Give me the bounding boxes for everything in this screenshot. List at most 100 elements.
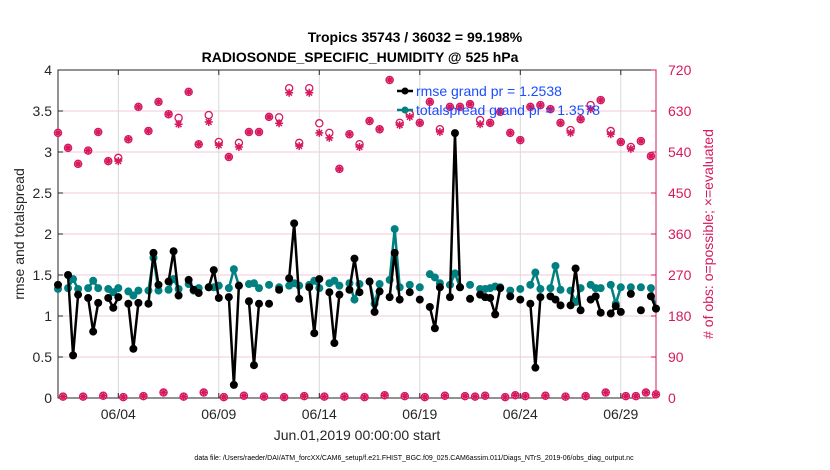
totalspread-point: [551, 261, 560, 270]
right-axis-ticks: 0 90 180 270 360 450 540 630 720: [651, 62, 692, 406]
obs-evaluated-marker: [601, 388, 610, 397]
obs-evaluated-marker: [521, 392, 530, 401]
obs-evaluated-marker: [586, 105, 595, 114]
totalspread-point: [546, 284, 555, 293]
rmse-point: [506, 292, 515, 301]
rmse-point: [325, 288, 334, 297]
obs-evaluated-marker: [546, 105, 555, 114]
rmse-point: [390, 248, 399, 257]
right-tick-label: 270: [668, 267, 692, 283]
right-tick-label: 360: [668, 226, 692, 242]
rmse-point: [169, 247, 178, 256]
totalspread-point: [129, 291, 138, 300]
rmse-point: [94, 298, 103, 307]
y-axis-right-label: # of obs: o=possible; ×=evaluated: [700, 129, 716, 339]
rmse-point: [209, 266, 218, 275]
obs-evaluated-marker: [74, 159, 83, 168]
obs-evaluated-marker: [385, 76, 394, 85]
totalspread-point: [84, 284, 93, 293]
obs-evaluated-marker: [581, 392, 590, 401]
totalspread-point: [94, 284, 103, 293]
obs-evaluated-marker: [566, 128, 575, 137]
rmse-point: [576, 306, 585, 315]
rmse-point: [305, 283, 314, 292]
obs-evaluated-marker: [295, 142, 304, 151]
rmse-point: [124, 299, 133, 308]
obs-evaluated-marker: [179, 392, 188, 401]
obs-evaluated-marker: [355, 142, 364, 151]
obs-evaluated-marker: [305, 88, 314, 97]
obs-evaluated-marker: [631, 392, 640, 401]
obs-evaluated-marker: [461, 392, 470, 401]
left-axis-ticks: 0 0.5 1 1.5 2 2.5 3 3.5 4: [33, 62, 63, 406]
totalspread-point: [375, 280, 384, 289]
obs-evaluated-marker: [244, 127, 253, 136]
totalspread-point: [626, 283, 635, 292]
obs-evaluated-marker: [345, 130, 354, 139]
rmse-point: [365, 277, 374, 286]
obs-evaluated-marker: [606, 130, 615, 139]
left-tick-label: 1: [44, 308, 52, 324]
totalspread-point: [616, 283, 625, 292]
obs-evaluated-marker: [204, 117, 213, 126]
rmse-point: [536, 293, 545, 302]
left-tick-label: 0: [44, 390, 52, 406]
left-tick-label: 0.5: [33, 349, 53, 365]
obs-evaluated-marker: [506, 128, 515, 137]
obs-evaluated-marker: [260, 392, 269, 401]
rmse-point: [89, 327, 98, 336]
rmse-point: [285, 274, 294, 283]
obs-evaluated-marker: [59, 392, 68, 401]
rmse-point: [234, 281, 243, 290]
obs-evaluated-marker: [651, 390, 660, 399]
right-tick-label: 720: [668, 62, 692, 78]
totalspread-point: [531, 268, 540, 277]
rmse-point: [204, 283, 213, 292]
totalspread-point: [636, 283, 645, 292]
obs-evaluated-marker: [184, 87, 193, 96]
chart-title-line2: RADIOSONDE_SPECIFIC_HUMIDITY @ 525 hPa: [202, 49, 519, 65]
obs-evaluated-marker: [219, 393, 228, 402]
obs-evaluated-marker: [360, 393, 369, 402]
totalspread-point: [89, 276, 98, 285]
obs-evaluated-marker: [616, 137, 625, 146]
totalspread-point: [415, 283, 424, 292]
totalspread-point: [596, 284, 605, 293]
rmse-point: [516, 295, 525, 304]
totalspread-point: [224, 284, 233, 293]
obs-evaluated-marker: [54, 128, 62, 137]
rmse-point: [265, 299, 274, 308]
rmse-point: [295, 294, 304, 303]
rmse-point: [290, 219, 299, 228]
totalspread-point: [430, 273, 439, 282]
rmse-point: [54, 280, 62, 289]
x-axis-ticks: 06/04 06/09 06/14 06/19 06/24 06/29: [101, 70, 639, 422]
totalspread-point: [506, 286, 515, 295]
right-tick-label: 450: [668, 185, 692, 201]
rmse-point: [104, 293, 113, 302]
obs-evaluated-marker: [275, 119, 284, 128]
rmse-point: [466, 294, 475, 303]
obs-evaluated-marker: [541, 391, 550, 400]
obs-evaluated-marker: [300, 392, 309, 401]
obs-evaluated-marker: [234, 142, 243, 151]
rmse-point: [109, 303, 118, 312]
rmse-point: [596, 308, 605, 317]
x-tick-label: 06/04: [101, 406, 136, 422]
totalspread-point: [330, 276, 339, 285]
obs-evaluated-marker: [476, 120, 485, 129]
obs-evaluated-marker: [194, 140, 203, 149]
obs-evaluated-marker: [79, 392, 88, 401]
y-axis-left-label: rmse and totalspread: [11, 168, 27, 300]
x-tick-label: 06/09: [201, 406, 236, 422]
rmse-point: [144, 299, 153, 308]
obs-evaluated-marker: [134, 102, 143, 111]
rmse-point: [355, 288, 364, 297]
obs-evaluated-marker: [501, 393, 510, 402]
rmse-point: [229, 380, 238, 389]
left-tick-label: 1.5: [33, 267, 53, 283]
right-tick-label: 90: [668, 349, 684, 365]
obs-evaluated-marker: [380, 391, 389, 400]
right-tick-label: 180: [668, 308, 692, 324]
obs-evaluated-marker: [114, 157, 123, 166]
